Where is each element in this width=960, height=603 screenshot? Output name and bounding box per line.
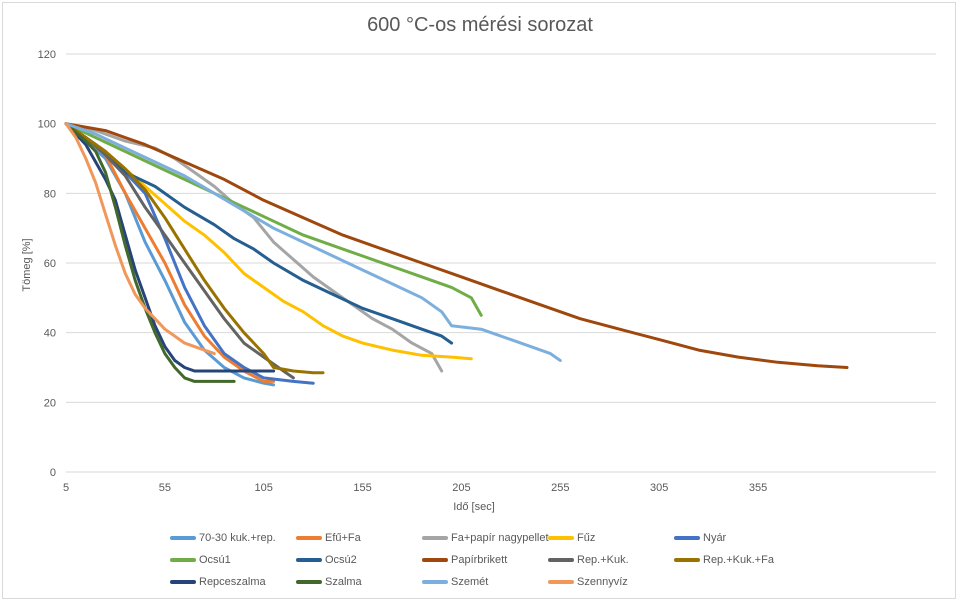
- legend-swatch: [170, 558, 196, 563]
- y-tick-label: 80: [44, 188, 56, 200]
- series-line-szennyv-z: [64, 122, 216, 356]
- x-tick-label: 255: [551, 482, 569, 494]
- legend-label: Fűz: [577, 532, 596, 544]
- y-axis-label: Tömeg [%]: [21, 238, 33, 291]
- legend-item: Fa+papír nagypellet: [422, 532, 549, 544]
- legend-label: Rep.+Kuk.: [577, 554, 629, 566]
- legend-label: 70-30 kuk.+rep.: [199, 532, 276, 544]
- series-line-70-30-kuk-rep-: [64, 122, 276, 387]
- legend-swatch: [674, 536, 700, 541]
- legend-swatch: [422, 580, 448, 585]
- series-line-szem-t: [64, 122, 562, 362]
- legend-item: Repceszalma: [170, 576, 266, 588]
- series-line-ocs-2: [64, 122, 454, 345]
- legend-label: Repceszalma: [199, 576, 266, 588]
- y-tick-label: 40: [44, 328, 56, 340]
- x-tick-label: 305: [650, 482, 668, 494]
- legend-label: Szennyvíz: [577, 576, 628, 588]
- legend-swatch: [296, 580, 322, 585]
- legend-item: Nyár: [674, 532, 726, 544]
- x-tick-label: 355: [749, 482, 767, 494]
- y-tick-label: 60: [44, 258, 56, 270]
- legend-label: Szemét: [451, 576, 489, 588]
- legend-swatch: [548, 580, 574, 585]
- legend-swatch: [548, 536, 574, 541]
- series-line-fa-pap-r-nagypellet: [64, 122, 444, 373]
- legend-item: Fűz: [548, 532, 595, 544]
- legend-swatch: [422, 558, 448, 563]
- chart-title: 600 °C-os mérési sorozat: [367, 14, 593, 36]
- legend-item: Ocsú1: [170, 554, 231, 566]
- legend-item: 70-30 kuk.+rep.: [170, 532, 276, 544]
- legend-item: Szalma: [296, 576, 362, 588]
- legend-swatch: [170, 580, 196, 585]
- x-tick-label: 5: [63, 482, 69, 494]
- y-tick-label: 100: [38, 119, 56, 131]
- x-tick-label: 155: [353, 482, 371, 494]
- legend-item: Efű+Fa: [296, 532, 361, 544]
- legend-item: Szennyvíz: [548, 576, 628, 588]
- legend-item: Rep.+Kuk.+Fa: [674, 554, 774, 566]
- legend-swatch: [422, 536, 448, 541]
- x-tick-label: 205: [452, 482, 470, 494]
- legend-label: Papírbrikett: [451, 554, 508, 566]
- x-tick-label: 55: [159, 482, 171, 494]
- legend-swatch: [296, 558, 322, 563]
- y-tick-label: 20: [44, 397, 56, 409]
- legend-swatch: [296, 536, 322, 541]
- series-line-rep-kuk-fa: [64, 122, 325, 375]
- legend-label: Ocsú1: [199, 554, 231, 566]
- legend-item: Ocsú2: [296, 554, 357, 566]
- legend-swatch: [674, 558, 700, 563]
- legend-swatch: [548, 558, 574, 563]
- y-tick-labels: 0 20 40 60 80 100 120: [38, 49, 56, 479]
- legend-swatch: [170, 536, 196, 541]
- y-tick-label: 0: [50, 467, 56, 479]
- legend-item: Papírbrikett: [422, 554, 507, 566]
- legend-item: Szemét: [422, 576, 488, 588]
- gridlines: [66, 53, 936, 473]
- series-line-rep-kuk-: [64, 122, 295, 380]
- x-axis-label: Idő [sec]: [453, 501, 495, 513]
- legend-label: Ocsú2: [325, 554, 357, 566]
- legend-label: Szalma: [325, 576, 362, 588]
- series-lines: [64, 122, 849, 387]
- legend-label: Nyár: [703, 532, 727, 544]
- series-line-ocs-1: [64, 122, 483, 317]
- legend-label: Efű+Fa: [325, 532, 361, 544]
- y-tick-label: 120: [38, 49, 56, 61]
- x-tick-label: 105: [255, 482, 273, 494]
- legend-item: Rep.+Kuk.: [548, 554, 629, 566]
- x-tick-labels: 5 55 105 155 205 255 305 355: [63, 482, 767, 494]
- legend-label: Rep.+Kuk.+Fa: [703, 554, 774, 566]
- series-line-pap-rbrikett: [64, 122, 849, 369]
- legend-label: Fa+papír nagypellet: [451, 532, 549, 544]
